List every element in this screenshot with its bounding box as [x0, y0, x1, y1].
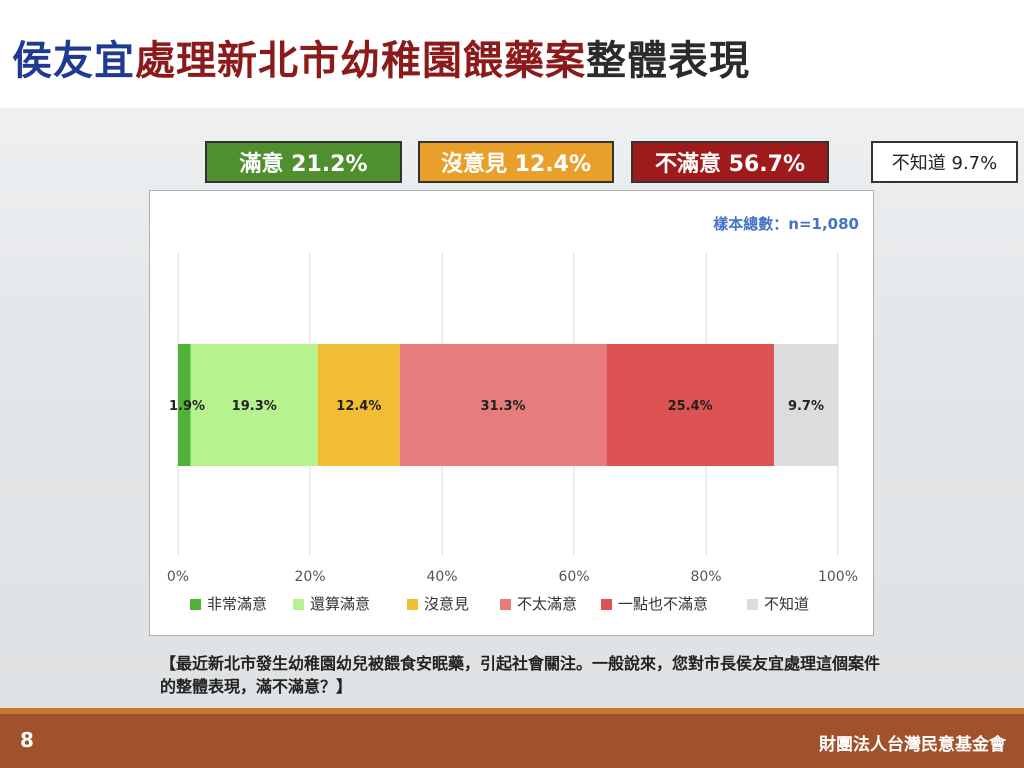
data-label: 19.3%	[232, 399, 277, 414]
summary-no-opinion-box: 沒意見 12.4%	[418, 141, 614, 183]
x-tick-label: 60%	[558, 569, 589, 585]
organization-name: 財團法人台灣民意基金會	[819, 735, 1006, 755]
legend-label: 非常滿意	[207, 595, 267, 613]
summary-dissatisfied-box: 不滿意 56.7%	[631, 141, 829, 183]
chart-panel: 樣本總數：n=1,080 0% 20% 40% 60% 80% 100% 1.9% 19.3%…	[149, 190, 874, 636]
bar-segment	[606, 344, 774, 466]
legend-swatch	[601, 599, 612, 610]
bar-segment	[399, 344, 607, 466]
bar-segment	[178, 344, 191, 466]
sample-size-label: 樣本總數：n=1,080	[713, 215, 859, 233]
x-tick-label: 100%	[818, 569, 858, 585]
survey-question: 【最近新北市發生幼稚園幼兒被餵食安眠藥，引起社會關注。一般說來，您對市長侯友宜處…	[160, 654, 881, 696]
data-label: 31.3%	[480, 399, 525, 414]
page-number: 8	[20, 728, 34, 752]
footer-bar: 8 財團法人台灣民意基金會	[0, 714, 1024, 768]
legend-label: 沒意見	[424, 595, 469, 613]
legend-swatch	[407, 599, 418, 610]
legend-swatch	[190, 599, 201, 610]
x-tick-label: 80%	[690, 569, 721, 585]
x-tick-label: 0%	[167, 569, 189, 585]
legend-swatch	[500, 599, 511, 610]
legend-label: 不知道	[764, 595, 809, 613]
legend-label: 不太滿意	[517, 595, 577, 613]
data-label: 9.7%	[788, 399, 824, 414]
legend-label: 還算滿意	[310, 595, 370, 613]
title-bar: 侯友宜處理新北市幼稚園餵藥案整體表現	[0, 0, 1024, 108]
data-label: 12.4%	[336, 399, 381, 414]
legend-label: 一點也不滿意	[618, 595, 708, 613]
data-label: 1.9%	[169, 399, 205, 414]
title-part-name: 侯友宜	[12, 38, 135, 84]
title-part-case: 處理新北市幼稚園餵藥案	[135, 38, 586, 84]
slide-title: 侯友宜處理新北市幼稚園餵藥案整體表現	[12, 28, 750, 86]
x-tick-label: 20%	[294, 569, 325, 585]
title-part-performance: 整體表現	[586, 38, 750, 84]
x-tick-label: 40%	[426, 569, 457, 585]
summary-satisfied-box: 滿意 21.2%	[205, 141, 402, 183]
stacked-bar-chart: 0% 20% 40% 60% 80% 100% 1.9% 19.3% 12.4% 31.3% 25.…	[167, 253, 858, 613]
legend-swatch	[293, 599, 304, 610]
legend-swatch	[747, 599, 758, 610]
data-label: 25.4%	[668, 399, 713, 414]
bar-segment	[773, 344, 838, 466]
footer-accent-strip	[0, 708, 1024, 714]
bar-segment	[317, 344, 400, 466]
bar-segment	[190, 344, 318, 466]
summary-unknown-box: 不知道 9.7%	[871, 141, 1018, 183]
